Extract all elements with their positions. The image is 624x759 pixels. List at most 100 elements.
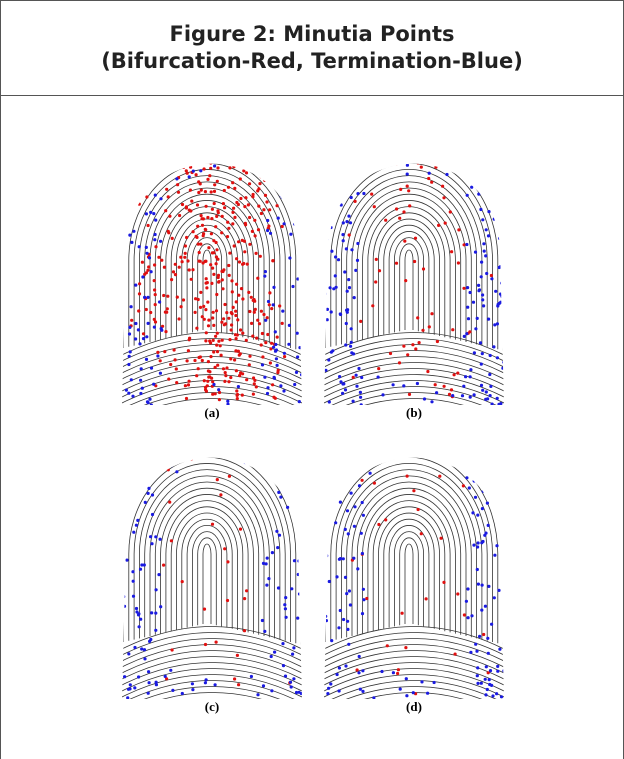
- bifurcation-point: [384, 518, 387, 521]
- termination-point: [154, 629, 157, 632]
- bifurcation-point: [182, 298, 185, 301]
- bifurcation-point: [239, 328, 242, 331]
- termination-point: [326, 161, 329, 164]
- bifurcation-point: [211, 267, 214, 270]
- termination-point: [296, 355, 299, 358]
- ridge: [246, 96, 572, 366]
- termination-point: [155, 588, 158, 591]
- figure-image: (a)(b)(c)(d): [0, 96, 624, 756]
- termination-point: [346, 290, 349, 293]
- termination-point: [347, 160, 350, 163]
- termination-point: [323, 292, 326, 295]
- termination-point: [284, 675, 287, 678]
- bifurcation-point: [258, 182, 261, 185]
- bifurcation-point: [239, 177, 242, 180]
- bifurcation-point: [236, 393, 239, 396]
- termination-point: [324, 229, 327, 232]
- bifurcation-point: [260, 167, 263, 170]
- termination-point: [471, 511, 474, 514]
- bifurcation-point: [205, 205, 208, 208]
- bifurcation-point: [233, 677, 236, 680]
- bifurcation-point: [402, 210, 405, 213]
- bifurcation-point: [412, 489, 415, 492]
- termination-point: [181, 692, 184, 695]
- bifurcation-point: [224, 371, 227, 374]
- termination-point: [139, 392, 142, 395]
- bifurcation-point: [196, 225, 199, 228]
- bifurcation-point: [184, 244, 187, 247]
- termination-point: [134, 185, 137, 188]
- bifurcation-point: [268, 303, 271, 306]
- ridge: [198, 538, 217, 625]
- termination-point: [128, 332, 131, 335]
- termination-point: [288, 256, 291, 259]
- bifurcation-point: [218, 391, 221, 394]
- termination-point: [358, 484, 361, 487]
- termination-point: [151, 513, 154, 516]
- bifurcation-point: [153, 318, 156, 321]
- bifurcation-point: [198, 251, 201, 254]
- bifurcation-point: [398, 217, 401, 220]
- bifurcation-point: [441, 185, 444, 188]
- termination-point: [276, 160, 279, 163]
- termination-point: [487, 652, 490, 655]
- bifurcation-point: [252, 193, 255, 196]
- bifurcation-point: [214, 335, 217, 338]
- bifurcation-point: [230, 323, 233, 326]
- bifurcation-point: [459, 453, 462, 456]
- bifurcation-point: [222, 367, 225, 370]
- termination-point: [148, 256, 151, 259]
- bifurcation-point: [276, 336, 279, 339]
- termination-point: [498, 648, 501, 651]
- bifurcation-point: [211, 523, 214, 526]
- termination-point: [390, 155, 393, 158]
- bifurcation-point: [251, 230, 254, 233]
- bifurcation-point: [138, 203, 141, 206]
- termination-point: [482, 490, 485, 493]
- termination-point: [489, 669, 492, 672]
- header: Figure 2: Minutia Points (Bifurcation-Re…: [1, 1, 623, 96]
- termination-point: [325, 554, 328, 557]
- bifurcation-point: [212, 339, 215, 342]
- termination-point: [362, 588, 365, 591]
- ridge: [187, 525, 227, 627]
- termination-point: [377, 376, 380, 379]
- termination-point: [128, 326, 131, 329]
- termination-point: [289, 160, 292, 163]
- termination-point: [277, 491, 280, 494]
- termination-point: [486, 502, 489, 505]
- termination-point: [153, 326, 156, 329]
- termination-point: [277, 586, 280, 589]
- termination-point: [355, 385, 358, 388]
- termination-point: [369, 472, 372, 475]
- termination-point: [352, 400, 355, 403]
- bifurcation-point: [195, 374, 198, 377]
- termination-point: [284, 607, 287, 610]
- termination-point: [281, 473, 284, 476]
- bifurcation-point: [352, 376, 355, 379]
- termination-point: [135, 524, 138, 527]
- termination-point: [273, 651, 276, 654]
- bifurcation-point: [247, 203, 250, 206]
- termination-point: [142, 337, 145, 340]
- bifurcation-point: [174, 263, 177, 266]
- termination-point: [266, 392, 269, 395]
- bifurcation-point: [199, 243, 202, 246]
- termination-point: [481, 584, 484, 587]
- ridge: [389, 525, 429, 627]
- ridge: [71, 96, 344, 360]
- bifurcation-point: [211, 393, 214, 396]
- termination-point: [331, 349, 334, 352]
- termination-point: [266, 557, 269, 560]
- bifurcation-point: [235, 201, 238, 204]
- ridge: [324, 345, 504, 368]
- termination-point: [497, 435, 500, 438]
- termination-point: [343, 141, 346, 144]
- bifurcation-point: [228, 274, 231, 277]
- termination-point: [481, 540, 484, 543]
- termination-point: [392, 383, 395, 386]
- bifurcation-point: [207, 360, 210, 363]
- bifurcation-point: [404, 279, 407, 282]
- bifurcation-point: [190, 200, 193, 203]
- bifurcation-point: [260, 212, 263, 215]
